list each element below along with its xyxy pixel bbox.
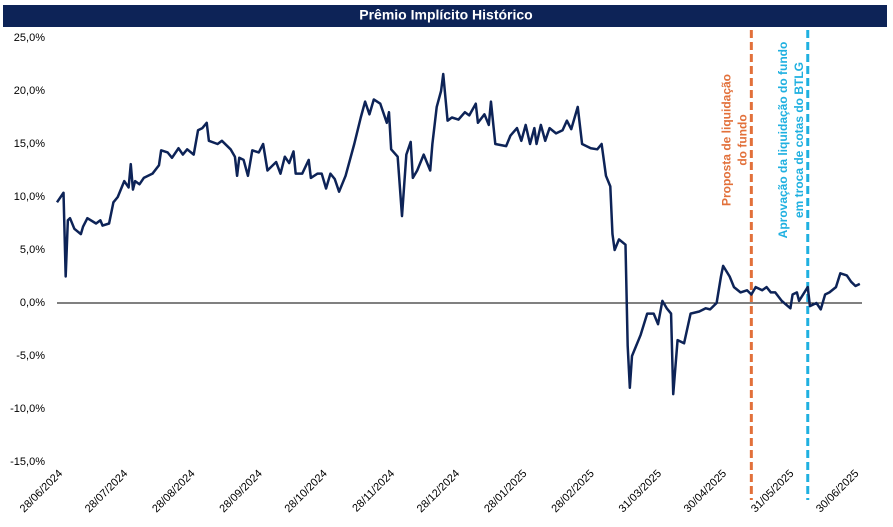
annotation-text: em troca de cotas do BTLG: [792, 62, 806, 218]
x-tick-label: 28/08/2024: [150, 468, 197, 515]
y-tick-label: 20,0%: [14, 85, 45, 97]
x-tick-label: 28/10/2024: [282, 468, 329, 515]
annotation-text: Aprovação da liquidação do fundo: [776, 42, 790, 239]
series-line: [55, 72, 861, 396]
annotation-text: do fundo: [736, 114, 750, 165]
y-tick-label: 15,0%: [14, 138, 45, 150]
chart-title: Prêmio Implícito Histórico: [359, 7, 532, 23]
title-bar: [3, 5, 887, 27]
x-tick-label: 28/02/2025: [549, 468, 596, 515]
x-tick-label: 28/09/2024: [217, 468, 264, 515]
y-tick-label: -5,0%: [16, 350, 45, 362]
x-tick-label: 28/11/2024: [350, 468, 397, 515]
x-tick-label: 28/12/2024: [415, 468, 462, 515]
annotation-text: Proposta de liquidação: [720, 74, 734, 206]
x-tick-label: 28/07/2024: [83, 468, 130, 515]
y-tick-label: -15,0%: [10, 456, 45, 468]
y-tick-label: 0,0%: [20, 297, 45, 309]
x-tick-label: 30/04/2025: [682, 468, 729, 515]
y-tick-label: 25,0%: [14, 32, 45, 44]
x-tick-label: 30/06/2025: [814, 468, 861, 515]
x-tick-label: 28/06/2024: [18, 468, 65, 515]
x-tick-label: 31/03/2025: [617, 468, 664, 515]
y-tick-label: 10,0%: [14, 191, 45, 203]
x-tick-label: 31/05/2025: [749, 468, 796, 515]
y-tick-label: 5,0%: [20, 244, 45, 256]
x-tick-label: 28/01/2025: [482, 468, 529, 515]
y-tick-label: -10,0%: [10, 403, 45, 415]
